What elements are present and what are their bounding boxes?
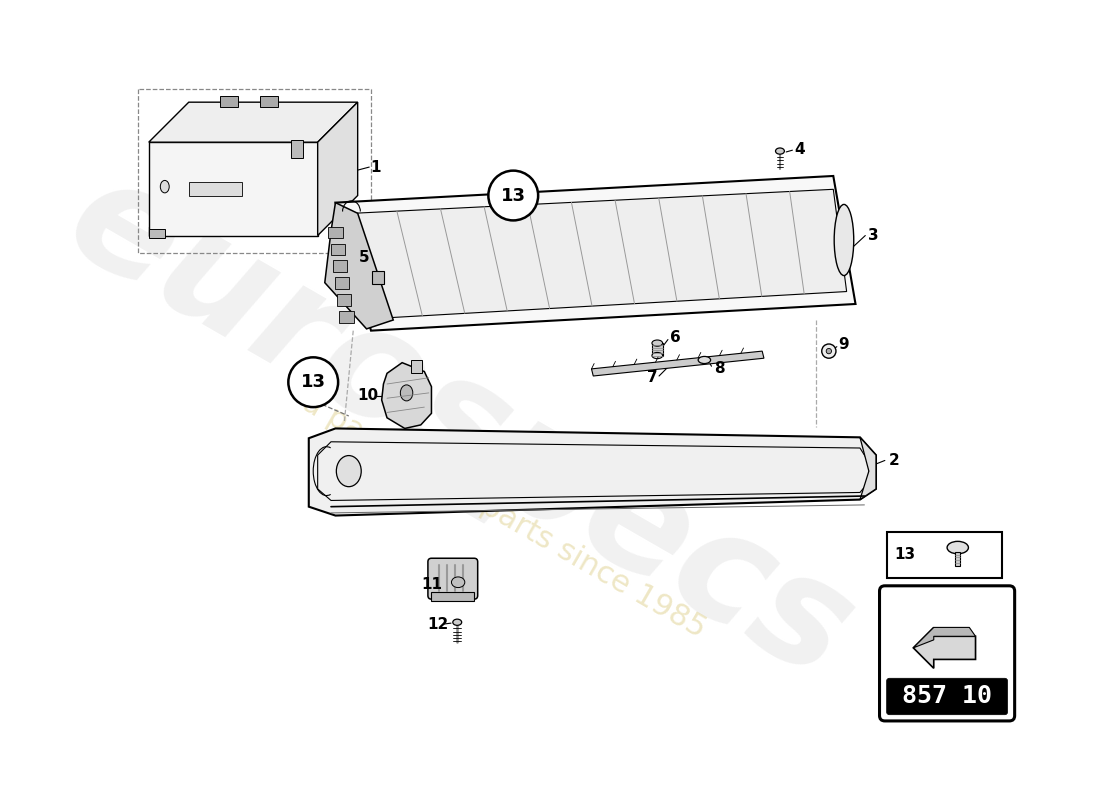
FancyBboxPatch shape (880, 586, 1014, 721)
Bar (411, 360, 421, 374)
Circle shape (826, 349, 832, 354)
Text: 12: 12 (427, 617, 449, 631)
Bar (260, 96, 277, 106)
Bar (333, 261, 346, 272)
Polygon shape (592, 351, 764, 376)
Bar (338, 294, 352, 306)
Polygon shape (148, 102, 358, 142)
Bar (336, 278, 349, 289)
Text: 1: 1 (371, 159, 381, 174)
Bar (372, 271, 384, 283)
Text: 10: 10 (358, 388, 378, 403)
FancyBboxPatch shape (428, 558, 477, 599)
Ellipse shape (400, 385, 412, 401)
Bar (189, 182, 242, 197)
Text: 13: 13 (300, 374, 326, 391)
Text: 6: 6 (670, 330, 681, 346)
Text: 2: 2 (889, 453, 899, 468)
Ellipse shape (652, 340, 662, 346)
Text: 11: 11 (421, 578, 442, 593)
Bar (292, 141, 304, 158)
Ellipse shape (337, 455, 361, 486)
Text: 3: 3 (868, 228, 879, 243)
Ellipse shape (652, 353, 662, 358)
Polygon shape (913, 627, 976, 668)
Text: 13: 13 (894, 547, 915, 562)
Polygon shape (324, 202, 393, 329)
Polygon shape (353, 190, 847, 318)
Bar (340, 311, 354, 322)
Ellipse shape (947, 542, 968, 554)
Circle shape (822, 344, 836, 358)
Ellipse shape (453, 619, 462, 626)
Text: 4: 4 (794, 142, 805, 157)
Polygon shape (860, 438, 876, 499)
Polygon shape (913, 627, 976, 648)
Bar (148, 230, 165, 238)
Polygon shape (382, 362, 431, 429)
Ellipse shape (451, 577, 465, 587)
FancyBboxPatch shape (887, 678, 1008, 714)
Bar (431, 592, 474, 601)
Bar (887, 531, 1002, 578)
Bar (220, 96, 238, 106)
Text: 13: 13 (500, 186, 526, 205)
Ellipse shape (698, 357, 711, 363)
Bar (331, 243, 344, 255)
Polygon shape (318, 102, 358, 235)
Text: 5: 5 (359, 250, 370, 266)
Ellipse shape (161, 181, 169, 193)
Bar (328, 226, 342, 238)
Polygon shape (148, 142, 318, 235)
Text: 7: 7 (647, 370, 657, 386)
Circle shape (488, 170, 538, 221)
Bar (955, 552, 960, 566)
Bar (652, 343, 662, 355)
Text: 8: 8 (714, 362, 725, 376)
Text: a passion for parts since 1985: a passion for parts since 1985 (297, 388, 712, 643)
Ellipse shape (834, 205, 854, 275)
Text: eurospecs: eurospecs (43, 142, 878, 710)
Polygon shape (336, 176, 856, 330)
Polygon shape (309, 429, 876, 515)
Circle shape (288, 358, 338, 407)
Ellipse shape (776, 148, 784, 154)
Text: 857 10: 857 10 (902, 685, 992, 709)
Text: 9: 9 (838, 338, 849, 352)
